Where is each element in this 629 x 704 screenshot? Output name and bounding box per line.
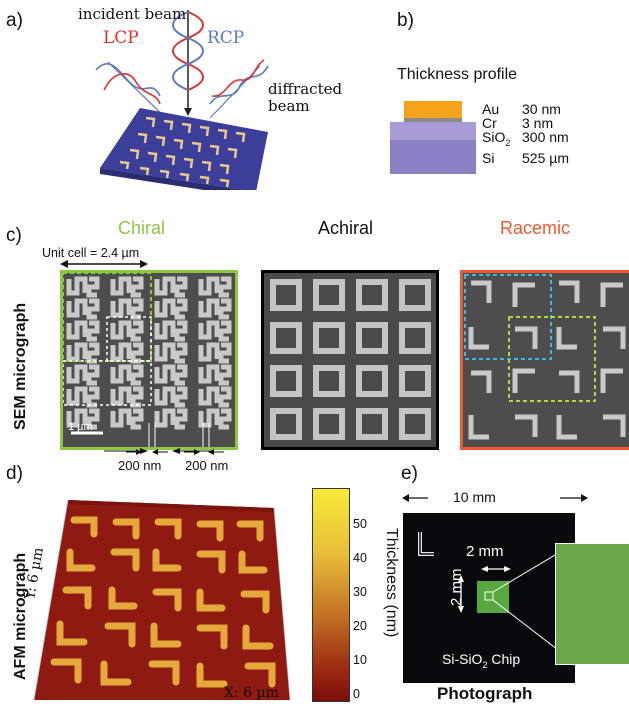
photograph-caption: Photograph — [437, 684, 533, 703]
diffracted-wave-left-lcp — [103, 73, 161, 105]
gap-right-label: 200 nm — [185, 458, 229, 473]
layer-thickness-cr: 3 nm — [522, 115, 554, 131]
layer-label-au: Au — [482, 101, 500, 117]
sem-row-label: SEM micrograph — [12, 302, 29, 430]
afm-pattern — [50, 516, 276, 688]
chip-photo-details — [418, 532, 576, 664]
sem-chiral — [60, 270, 238, 450]
layer-label-cr: Cr — [482, 115, 497, 131]
sem-racemic — [460, 270, 629, 450]
diffracted-wave-right-lcp — [211, 59, 265, 97]
incident-beam-arrow — [184, 108, 192, 116]
chip-inner-label: 2 mm — [466, 543, 504, 560]
gold-pattern — [119, 116, 246, 188]
diffracted-wave-right-rcp — [209, 65, 269, 105]
diffracted-wave-left-rcp — [95, 63, 161, 97]
panel-label-c: c) — [6, 225, 22, 246]
chip-zoom-inset — [555, 543, 629, 665]
lcp-label: LCP — [103, 28, 139, 48]
unit-cell-label: Unit cell = 2.4 µm — [42, 246, 140, 260]
colorbar-tick-0: 0 — [353, 687, 360, 701]
panel-label-a: a) — [6, 10, 23, 31]
unit-cell-arrow — [60, 260, 148, 268]
gap-left-label: 200 nm — [118, 458, 162, 473]
sem-racemic-pattern — [464, 274, 626, 440]
layer-cr — [404, 118, 462, 122]
panel-label-d: d) — [6, 463, 23, 484]
colorbar — [312, 488, 350, 702]
substrate-edge — [100, 168, 243, 190]
gap-arrows-fine — [126, 449, 224, 455]
lcp-wave — [172, 11, 204, 91]
sem-achiral-pattern — [270, 279, 431, 440]
chip-inner-v-label: 2 mm — [448, 568, 465, 607]
colorbar-tick-10: 10 — [353, 653, 367, 667]
panel-a-illustration — [95, 10, 269, 190]
rcp-label: RCP — [207, 28, 245, 48]
layer-thickness-sio2: 300 nm — [522, 129, 569, 145]
diffracted-label-2: beam — [268, 97, 310, 115]
title-racemic: Racemic — [500, 218, 571, 238]
colorbar-tick-40: 40 — [353, 551, 367, 565]
layer-label-si: Si — [482, 150, 495, 166]
afm-surface — [34, 500, 291, 701]
panel-label-b: b) — [397, 10, 414, 31]
layer-au — [404, 101, 462, 118]
incident-beam-label: incident beam — [78, 5, 187, 23]
diffracted-label-1: diffracted — [268, 80, 343, 98]
title-chiral: Chiral — [118, 218, 166, 238]
sem-achiral — [261, 270, 439, 450]
layer-si — [390, 140, 476, 174]
panel-label-e: e) — [401, 463, 418, 484]
layer-label-sio2: SiO2 — [482, 129, 511, 148]
sem-chiral-pattern — [63, 273, 235, 447]
colorbar-tick-20: 20 — [353, 619, 367, 633]
colorbar-tick-50: 50 — [353, 517, 367, 531]
title-achiral: Achiral — [318, 218, 374, 238]
chip-width-label: 10 mm — [453, 489, 496, 505]
afm-base — [34, 500, 290, 700]
colorbar-tick-30: 30 — [353, 585, 367, 599]
chip-photo — [403, 513, 576, 683]
width-arrows — [402, 494, 588, 502]
thickness-profile-title: Thickness profile — [397, 66, 518, 83]
layer-sio2 — [390, 122, 476, 140]
scale-bar-label: 1 µm — [68, 421, 93, 433]
chip-label: Si-SiO2 Chip — [442, 651, 521, 670]
afm-x-axis-label: X: 6 µm — [224, 685, 279, 701]
layer-thickness-si: 525 µm — [522, 150, 569, 166]
layer-thickness-au: 30 nm — [522, 101, 561, 117]
rcp-wave — [172, 11, 204, 91]
